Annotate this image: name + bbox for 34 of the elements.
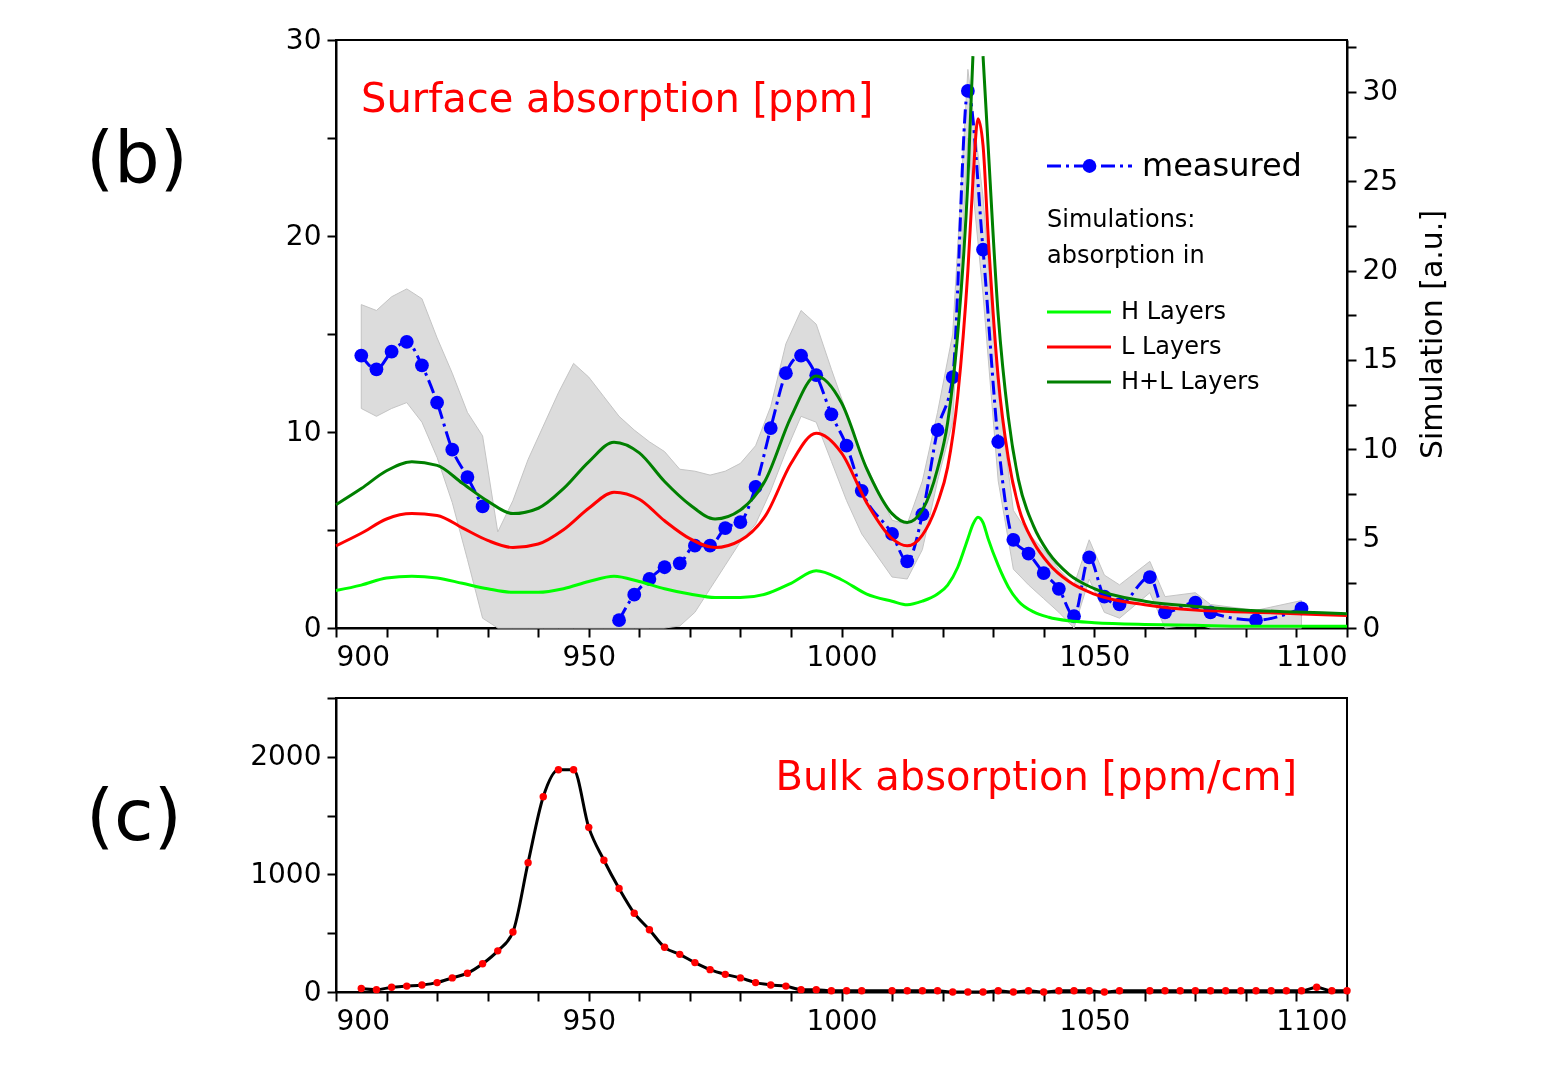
x-tick-label: 900 bbox=[336, 639, 390, 673]
y2-axis-title: Simulation [a.u.] bbox=[1414, 209, 1450, 460]
y2-tick-label: 20 bbox=[1362, 253, 1399, 287]
x-tick-label: 1000 bbox=[806, 639, 878, 673]
legend-label: H+L Layers bbox=[1121, 367, 1260, 395]
y-tick-label: 10 bbox=[285, 414, 322, 448]
y-tick-label: 2000 bbox=[250, 739, 322, 773]
x-tick-label: 1050 bbox=[1059, 1003, 1131, 1037]
y-tick-label: 0 bbox=[303, 974, 322, 1008]
y2-tick-label: 25 bbox=[1362, 163, 1399, 197]
x-tick-label: 950 bbox=[562, 1003, 616, 1037]
y2-tick-label: 15 bbox=[1362, 342, 1399, 376]
legend-label: H Layers bbox=[1121, 297, 1227, 325]
y-tick-label: 1000 bbox=[250, 856, 322, 890]
x-tick-label: 1100 bbox=[1276, 639, 1348, 673]
y-tick-label: 20 bbox=[285, 218, 322, 252]
x-tick-label: 950 bbox=[562, 639, 616, 673]
text: (b) bbox=[86, 115, 188, 199]
y2-tick-label: 0 bbox=[1362, 610, 1381, 644]
x-tick-label: 1100 bbox=[1276, 1003, 1348, 1037]
x-tick-label: 900 bbox=[336, 1003, 390, 1037]
legend-label: measured bbox=[1142, 146, 1302, 184]
x-tick-label: 1050 bbox=[1059, 639, 1131, 673]
legend-title: Simulations: absorption in bbox=[1047, 205, 1205, 269]
y2-tick-label: 10 bbox=[1362, 431, 1399, 465]
text: Surface absorption [ppm] bbox=[361, 75, 874, 121]
y-tick-label: 30 bbox=[285, 22, 322, 56]
y-tick-label: 0 bbox=[303, 610, 322, 644]
x-tick-label: 1000 bbox=[806, 1003, 878, 1037]
text: (c) bbox=[86, 773, 182, 857]
text: Bulk absorption [ppm/cm] bbox=[775, 753, 1297, 799]
legend-label: L Layers bbox=[1121, 332, 1222, 360]
y2-tick-label: 5 bbox=[1362, 521, 1381, 555]
y2-tick-label: 30 bbox=[1362, 74, 1399, 108]
